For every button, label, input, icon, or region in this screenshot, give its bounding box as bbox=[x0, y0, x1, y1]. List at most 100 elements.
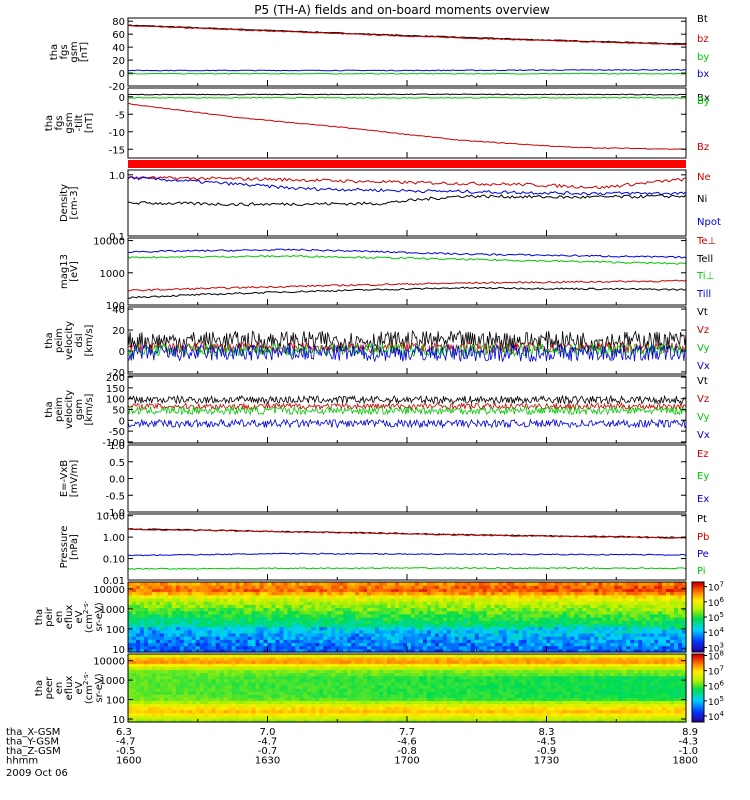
spectrogram-cell bbox=[155, 684, 161, 689]
spectrogram-cell bbox=[474, 626, 480, 631]
spectrogram-cell bbox=[187, 588, 193, 593]
spectrogram-cell bbox=[263, 688, 269, 692]
spectrogram-cell bbox=[231, 623, 237, 628]
spectrogram-cell bbox=[199, 700, 205, 705]
spectrogram-cell bbox=[199, 681, 205, 686]
spectrogram-cell bbox=[474, 604, 480, 609]
spectrogram-cell bbox=[243, 663, 249, 667]
spectrogram-cell bbox=[399, 626, 404, 631]
spectrogram-cell bbox=[247, 636, 253, 640]
spectrogram-cell bbox=[331, 582, 336, 586]
spectrogram-cell bbox=[462, 597, 468, 602]
spectrogram-cell bbox=[199, 636, 205, 640]
spectrogram-cell bbox=[247, 601, 253, 605]
spectrogram-cell bbox=[323, 607, 328, 612]
spectrogram-cell bbox=[307, 669, 312, 674]
spectrogram-cell bbox=[231, 648, 237, 653]
spectrogram-cell bbox=[654, 585, 659, 589]
spectrogram-cell bbox=[235, 694, 241, 698]
spectrogram-cell bbox=[327, 657, 332, 661]
spectrogram-cell bbox=[215, 648, 221, 653]
spectrogram-cell bbox=[351, 657, 356, 661]
spectrogram-cell bbox=[219, 607, 225, 612]
spectrogram-cell bbox=[303, 626, 308, 631]
spectrogram-cell bbox=[466, 582, 472, 586]
spectrogram-cell bbox=[251, 675, 257, 680]
spectrogram-cell bbox=[263, 642, 269, 647]
spectrogram-cell bbox=[678, 594, 683, 599]
spectrogram-cell bbox=[510, 613, 516, 618]
spectrogram-cell bbox=[590, 639, 595, 644]
spectrogram-cell bbox=[530, 623, 536, 628]
spectrogram-cell bbox=[195, 632, 201, 637]
spectrogram-cell bbox=[387, 709, 392, 714]
spectrogram-cell bbox=[343, 709, 348, 714]
spectrogram-cell bbox=[391, 669, 396, 674]
spectrogram-cell bbox=[219, 703, 225, 708]
spectrogram-cell bbox=[267, 642, 273, 647]
spectrogram-cell bbox=[147, 672, 153, 677]
spectrogram-cell bbox=[175, 607, 181, 612]
spectrogram-cell bbox=[143, 645, 149, 650]
spectrogram-cell bbox=[319, 629, 324, 634]
spectrogram-cell bbox=[147, 660, 153, 664]
spectrogram-cell bbox=[458, 585, 464, 589]
spectrogram-cell bbox=[418, 607, 424, 612]
spectrogram-cell bbox=[594, 585, 599, 589]
spectrogram-cell bbox=[383, 706, 388, 711]
spectrogram-cell bbox=[295, 666, 300, 671]
spectrogram-cell bbox=[430, 591, 436, 596]
spectrogram-cell bbox=[307, 684, 312, 689]
spectrogram-cell bbox=[239, 709, 245, 714]
spectrogram-cell bbox=[375, 594, 380, 599]
spectrogram-cell bbox=[231, 666, 237, 671]
spectrogram-cell bbox=[235, 684, 241, 689]
spectrogram-cell bbox=[399, 666, 404, 671]
spectrogram-cell bbox=[335, 688, 340, 692]
spectrogram-cell bbox=[414, 594, 420, 599]
spectrogram-cell bbox=[367, 626, 372, 631]
legend-Ex: Ex bbox=[697, 494, 709, 505]
spectrogram-cell bbox=[538, 601, 544, 605]
spectrogram-cell bbox=[426, 610, 432, 615]
spectrogram-cell bbox=[283, 718, 289, 723]
spectrogram-cell bbox=[147, 657, 153, 661]
spectrogram-cell bbox=[626, 632, 631, 637]
spectrogram-cell bbox=[598, 620, 603, 624]
spectrogram-cell bbox=[147, 648, 153, 653]
spectrogram-cell bbox=[327, 620, 332, 624]
spectrogram-cell bbox=[159, 648, 165, 653]
spectrogram-cell bbox=[167, 645, 173, 650]
spectrogram-cell bbox=[414, 632, 420, 637]
series-trace-Vx bbox=[127, 418, 687, 429]
spectrogram-cell bbox=[275, 613, 281, 618]
spectrogram-cell bbox=[347, 654, 352, 658]
spectrogram-cell bbox=[191, 691, 197, 695]
spectrogram-cell bbox=[403, 645, 408, 650]
spectrogram-cell bbox=[211, 678, 217, 683]
spectrogram-cell bbox=[211, 645, 217, 650]
spectrogram-cell bbox=[211, 666, 217, 671]
spectrogram-cell bbox=[363, 688, 368, 692]
spectrogram-cell bbox=[371, 691, 376, 695]
spectrogram-cell bbox=[247, 642, 253, 647]
spectrogram-cell bbox=[622, 591, 627, 596]
spectrogram-cell bbox=[407, 601, 412, 605]
spectrogram-cell bbox=[215, 691, 221, 695]
spectrogram-cell bbox=[135, 663, 141, 667]
spectrogram-cell bbox=[574, 594, 579, 599]
spectrogram-cell bbox=[602, 629, 607, 634]
spectrogram-cell bbox=[247, 697, 253, 701]
spectrogram-cell bbox=[490, 617, 496, 621]
spectrogram-cell bbox=[323, 684, 328, 689]
spectrogram-cell bbox=[630, 617, 635, 621]
spectrogram-cell bbox=[131, 654, 137, 658]
spectrogram-cell bbox=[367, 582, 372, 586]
spectrogram-cell bbox=[271, 613, 277, 618]
spectrogram-cell bbox=[410, 591, 416, 596]
spectrogram-cell bbox=[319, 715, 324, 720]
spectrogram-cell bbox=[387, 660, 392, 664]
spectrogram-cell bbox=[418, 582, 424, 586]
spectrogram-cell bbox=[147, 706, 153, 711]
spectrogram-cell bbox=[387, 715, 392, 720]
